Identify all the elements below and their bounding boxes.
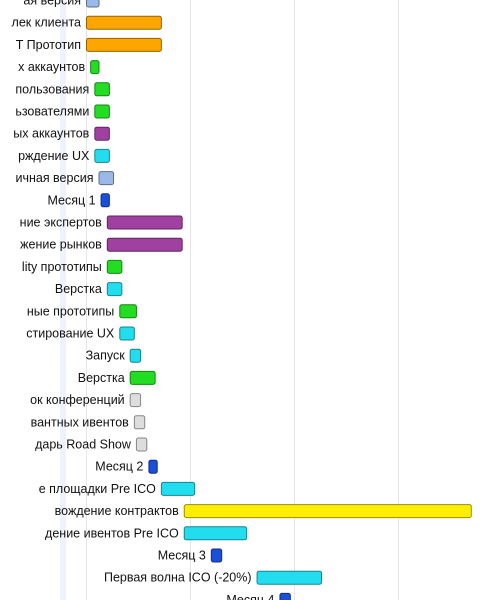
left-band (60, 0, 66, 600)
gantt-bar-6 (94, 126, 110, 141)
task-label-27: Месяц 4 (226, 593, 274, 600)
gantt-bar-12 (106, 259, 123, 274)
gantt-bar-13 (106, 282, 123, 297)
task-label-1: лек клиента (12, 16, 82, 30)
gantt-bar-25 (210, 548, 223, 563)
task-label-12: lity прототипы (22, 260, 102, 274)
task-label-14: ные прототипы (27, 304, 114, 318)
gantt-bar-14 (119, 304, 137, 319)
gantt-bar-19 (133, 415, 146, 430)
task-label-16: Запуск (86, 349, 126, 363)
task-label-23: вождение контрактов (55, 504, 179, 518)
task-label-9: Месяц 1 (47, 193, 95, 207)
task-label-20: дарь Road Show (35, 438, 132, 452)
gantt-bar-2 (86, 37, 162, 52)
gantt-bar-0 (86, 0, 100, 8)
gantt-bar-24 (183, 526, 248, 541)
gantt-bar-17 (129, 370, 156, 385)
gantt-bar-20 (135, 437, 148, 452)
gantt-bar-23 (183, 504, 472, 519)
gantt-bar-21 (148, 459, 158, 474)
task-label-22: е площадки Pre ICO (39, 482, 156, 496)
task-label-19: вантных ивентов (31, 415, 130, 429)
gantt-bar-16 (129, 348, 142, 363)
task-label-4: пользования (15, 82, 89, 96)
gantt-bar-15 (119, 326, 135, 341)
gantt-bar-1 (86, 15, 162, 30)
gantt-bar-10 (106, 215, 183, 230)
task-label-2: T Прототип (16, 38, 81, 52)
gantt-bar-7 (94, 148, 110, 163)
gantt-bar-9 (100, 193, 110, 208)
task-label-15: стирование UX (26, 327, 115, 341)
task-label-5: ьзователями (15, 105, 89, 119)
gantt-bar-4 (94, 82, 110, 97)
gantt-bar-11 (106, 237, 183, 252)
task-label-0: ая версия (23, 0, 81, 8)
gantt-bar-27 (279, 592, 291, 600)
task-label-17: Верстка (78, 371, 125, 385)
gantt-bar-18 (129, 393, 142, 408)
task-label-11: жение рынков (20, 238, 102, 252)
gantt-bar-22 (160, 481, 196, 496)
task-label-8: ичная версия (15, 171, 93, 185)
gantt-bar-26 (256, 570, 323, 585)
task-label-26: Первая волна ICO (-20%) (104, 571, 252, 585)
task-label-18: ок конференций (30, 393, 125, 407)
task-label-13: Верстка (55, 282, 102, 296)
gantt-bar-5 (94, 104, 110, 119)
task-label-6: ых аккаунтов (13, 127, 89, 141)
task-label-10: ние экспертов (20, 216, 102, 230)
task-label-24: дение ивентов Pre ICO (45, 526, 179, 540)
task-label-3: х аккаунтов (18, 60, 85, 74)
task-label-7: рждение UX (18, 149, 90, 163)
gantt-bar-8 (98, 171, 115, 186)
task-label-21: Месяц 2 (95, 460, 143, 474)
gantt-bar-3 (90, 60, 100, 75)
task-label-25: Месяц 3 (158, 549, 206, 563)
